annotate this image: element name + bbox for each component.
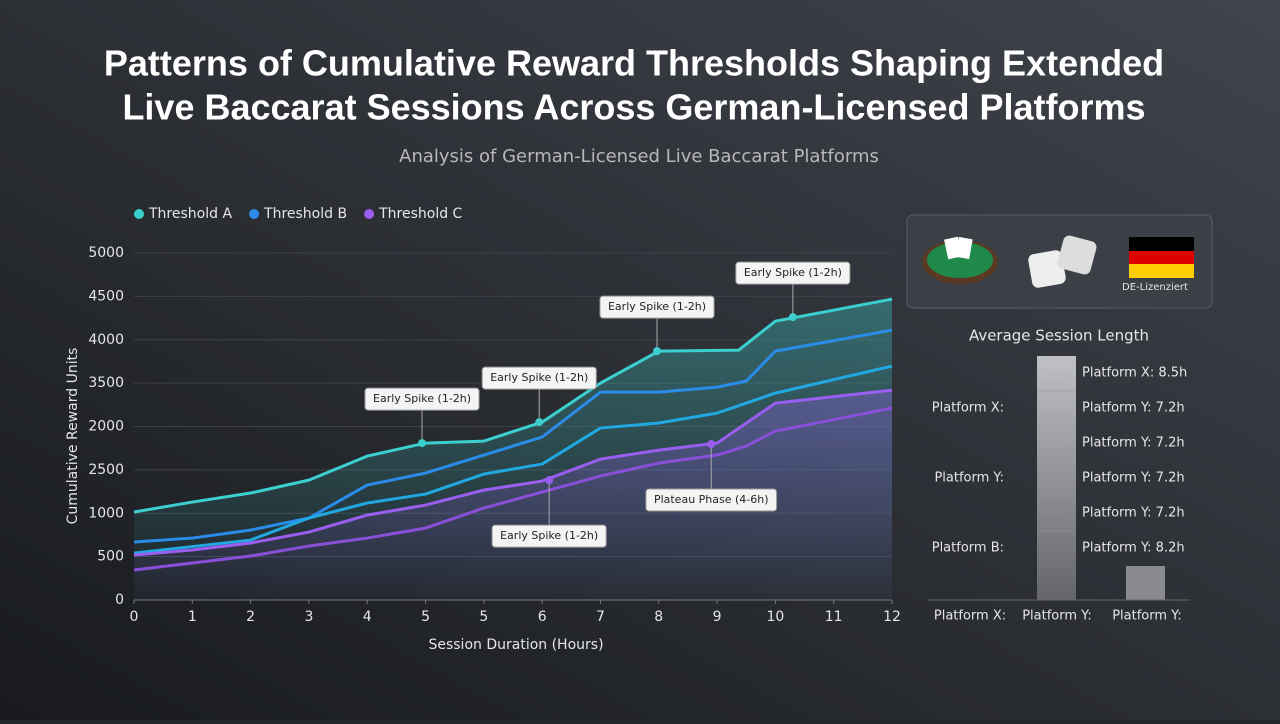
annotation-box [599, 295, 715, 319]
annotation-point [418, 439, 427, 448]
die-icon [1028, 250, 1066, 288]
y-tick-label: 2000 [88, 419, 124, 435]
badge: DE-Lizenziert [1122, 282, 1188, 293]
annotation-text: Early Spike (1-2h) [490, 371, 588, 384]
x-tick-label: 12 [883, 609, 901, 625]
x-tick-label: 10 [766, 609, 784, 625]
legend-swatch [249, 209, 260, 219]
y-tick-label: 3500 [88, 375, 124, 391]
x-axis-label: Session Duration (Hours) [428, 637, 603, 653]
annotation-point [545, 476, 554, 485]
y-tick-label: 5000 [88, 245, 124, 261]
bar-label: Platform Y: 7.2h [1082, 401, 1185, 416]
x-tick-label: 6 [538, 609, 547, 625]
subtitle: Analysis of German-Licensed Live Baccara… [399, 146, 879, 167]
y-tick-label: 4500 [88, 288, 124, 304]
bar-label: Platform Y: 7.2h [1082, 506, 1185, 521]
annotation-text: Early Spike (1-2h) [744, 266, 842, 279]
annotation-point [535, 418, 544, 427]
y-axis-label: Cumulative Reward Units [65, 348, 81, 525]
x-tick-label: 4 [363, 609, 372, 625]
bar-label: Platform Y: 7.2h [1082, 471, 1185, 486]
x-tick-label: 5 [479, 609, 488, 625]
y-tick-label: 1000 [88, 505, 124, 521]
y-tick-label: 0 [115, 592, 124, 608]
title: Live Baccarat Sessions Across German-Lic… [122, 87, 1145, 128]
row-label: Platform X: [932, 401, 1004, 416]
line [133, 328, 893, 544]
bar-label: Platform Y: 7.2h [1082, 436, 1185, 451]
area [134, 390, 892, 600]
flag-stripe [1129, 264, 1194, 278]
title: Patterns of Cumulative Reward Thresholds… [104, 43, 1164, 84]
flag-stripe [1129, 237, 1194, 251]
x-tick-label: 7 [596, 609, 605, 625]
annotation-box [735, 261, 851, 285]
column [1037, 356, 1076, 600]
annotation-text: Early Spike (1-2h) [500, 529, 598, 542]
row-label: Platform Y: [934, 471, 1004, 486]
x-tick-label: 9 [713, 609, 722, 625]
line [133, 297, 893, 514]
y-tick-label: 500 [97, 549, 124, 565]
bar-label: Platform X: 8.5h [1082, 366, 1187, 381]
category-label: Platform Y: [1022, 609, 1092, 624]
flag-stripe [1129, 251, 1194, 264]
panel-title: Average Session Length [969, 327, 1149, 345]
x-tick-label: 8 [654, 609, 663, 625]
legend-label: Threshold C [378, 206, 462, 222]
category-label: Platform X: [934, 609, 1006, 624]
legend-swatch [134, 209, 144, 219]
x-tick-label: 3 [304, 609, 313, 625]
line [133, 406, 893, 572]
annotation-box [491, 524, 607, 548]
annotation-box [364, 387, 480, 411]
card-icon [955, 236, 973, 260]
row-label: Platform B: [932, 541, 1004, 556]
annotation-box [481, 366, 597, 390]
y-tick-label: 2500 [88, 462, 124, 478]
bar-label: Platform Y: 8.2h [1082, 541, 1185, 556]
annotation-text: Early Spike (1-2h) [608, 300, 706, 313]
x-tick-label: 1 [188, 609, 197, 625]
table-icon [927, 242, 993, 278]
annotation-point [788, 313, 797, 322]
line [133, 364, 893, 555]
annotation-point [653, 347, 662, 356]
x-tick-label: 0 [130, 609, 139, 625]
x-tick-label: 11 [825, 609, 843, 625]
die-icon [1057, 235, 1097, 275]
side-panel: DE-Lizenziert Average Session Length [906, 214, 1213, 601]
annotation-text: Plateau Phase (4-6h) [654, 493, 769, 506]
legend-swatch [364, 209, 375, 219]
line [133, 388, 893, 557]
column [1126, 566, 1165, 600]
annotation-box [645, 488, 778, 512]
legend-label: Threshold A [148, 206, 232, 222]
x-tick-label: 5 [421, 609, 430, 625]
annotation-text: Early Spike (1-2h) [373, 392, 471, 405]
category-label: Platform Y: [1112, 609, 1182, 624]
annotation-point [707, 440, 716, 449]
x-tick-label: 2 [246, 609, 255, 625]
y-tick-label: 4000 [88, 332, 124, 348]
legend-label: Threshold B [263, 206, 347, 222]
